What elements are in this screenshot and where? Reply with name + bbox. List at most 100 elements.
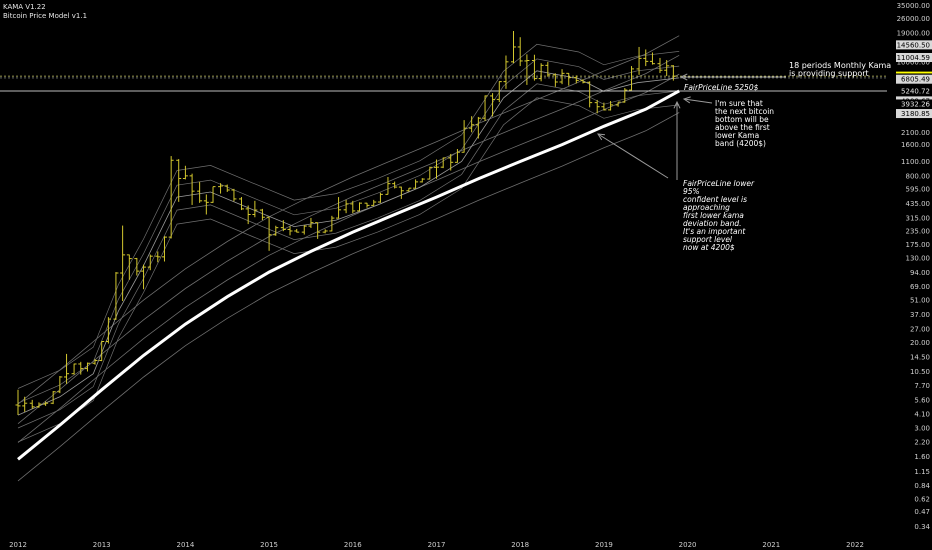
candle-89	[636, 46, 642, 75]
candle-90	[643, 49, 649, 67]
candle-4	[43, 401, 49, 406]
x-tick-2015: 2015	[260, 541, 278, 549]
candle-48	[350, 200, 356, 214]
candle-64	[461, 120, 467, 153]
price-label-text: 5240.72	[901, 88, 930, 96]
candle-52	[377, 192, 383, 203]
arrow-fairprice-head	[682, 96, 691, 104]
candle-72	[517, 37, 523, 67]
kama-support-note: 18 periods Monthly Kama is providing sup…	[789, 61, 892, 78]
x-tick-2013: 2013	[93, 541, 111, 549]
candle-71	[511, 30, 517, 64]
candle-27	[203, 194, 209, 215]
y-tick-35: 0.47	[914, 508, 930, 516]
y-tick-10: 1100.00	[901, 158, 930, 166]
price-label-box	[896, 99, 932, 109]
fair-price-path	[17, 89, 680, 461]
candle-85	[608, 100, 614, 111]
x-tick-2016: 2016	[344, 541, 362, 549]
candle-19	[147, 254, 153, 271]
candle-33	[245, 205, 251, 225]
candle-74	[531, 54, 537, 81]
candle-62	[448, 153, 454, 171]
candle-22	[168, 156, 174, 239]
candle-78	[559, 69, 565, 85]
y-tick-8: 2100.00	[901, 129, 930, 137]
price-label-box	[896, 74, 932, 84]
candle-49	[356, 202, 362, 212]
candle-17	[134, 257, 140, 276]
kama-band-1	[17, 83, 680, 429]
y-tick-29: 3.00	[914, 425, 930, 433]
y-tick-11: 800.00	[906, 172, 931, 180]
indicator-legend: KAMA V1.22 Bitcoin Price Model v1.1	[3, 3, 87, 21]
price-label-box	[896, 40, 932, 50]
candle-14	[113, 272, 119, 320]
x-tick-2018: 2018	[511, 541, 529, 549]
horizontal-levels	[0, 75, 887, 92]
candle-73	[524, 54, 530, 85]
y-tick-19: 69.00	[910, 283, 930, 291]
y-tick-4: 10000.00	[897, 58, 930, 66]
price-label-text: 6805.49	[901, 76, 930, 84]
kama-line	[17, 70, 680, 416]
fair-band-1	[17, 73, 680, 443]
y-tick-9: 1600.00	[901, 141, 930, 149]
candle-58	[419, 178, 425, 183]
price-label-text: 14560.50	[897, 41, 930, 49]
candle-8	[71, 363, 77, 375]
y-tick-16: 175.00	[906, 241, 931, 249]
candle-87	[622, 88, 628, 103]
price-labels: 14560.5011004.597287.506996.026805.49524…	[896, 40, 932, 119]
candle-83	[594, 99, 600, 114]
kama-bands	[17, 43, 680, 443]
arrow-lower-up-head	[673, 100, 681, 109]
candle-20	[155, 251, 161, 263]
candle-79	[566, 72, 572, 86]
y-tick-12: 595.00	[906, 186, 931, 194]
candle-67	[482, 95, 488, 121]
candle-40	[294, 228, 300, 233]
candle-47	[343, 199, 349, 214]
candle-24	[182, 165, 188, 180]
candle-82	[587, 81, 593, 108]
price-label-5: 5240.72	[896, 86, 932, 96]
candle-1	[22, 396, 28, 412]
candle-46	[336, 197, 342, 219]
candle-54	[392, 181, 398, 189]
candle-31	[231, 188, 237, 202]
x-tick-2021: 2021	[762, 541, 780, 549]
candle-65	[469, 116, 475, 133]
candle-55	[398, 186, 404, 199]
candle-26	[197, 181, 203, 203]
y-tick-1: 26000.00	[897, 15, 930, 23]
candle-94	[670, 65, 676, 81]
candle-3	[36, 402, 42, 408]
arrow-fairprice	[683, 98, 713, 104]
price-label-text: 3932.26	[901, 100, 930, 108]
y-tick-21: 37.00	[910, 311, 930, 319]
candle-10	[84, 362, 90, 372]
y-axis: 35000.0026000.0019000.0014000.0010000.00…	[897, 2, 931, 531]
candle-2	[29, 399, 35, 409]
bottom-note: I'm sure that the next bitcoin bottom wi…	[715, 99, 775, 148]
candle-38	[280, 220, 286, 232]
y-tick-26: 7.70	[914, 382, 930, 390]
lower-band-note: FairPriceLine lower 95% confident level …	[683, 179, 755, 252]
y-tick-2: 19000.00	[897, 29, 930, 37]
y-tick-15: 235.00	[906, 228, 931, 236]
candle-15	[120, 225, 126, 302]
candle-77	[552, 73, 558, 87]
price-label-0: 14560.50	[896, 40, 932, 50]
x-tick-2014: 2014	[176, 541, 194, 549]
candle-81	[580, 79, 586, 84]
candle-23	[176, 159, 182, 202]
y-tick-0: 35000.00	[897, 2, 930, 10]
y-tick-17: 130.00	[906, 254, 931, 262]
candle-45	[329, 215, 335, 232]
candle-41	[301, 225, 307, 235]
y-tick-20: 51.00	[910, 297, 930, 305]
fair-band-2	[17, 54, 680, 425]
